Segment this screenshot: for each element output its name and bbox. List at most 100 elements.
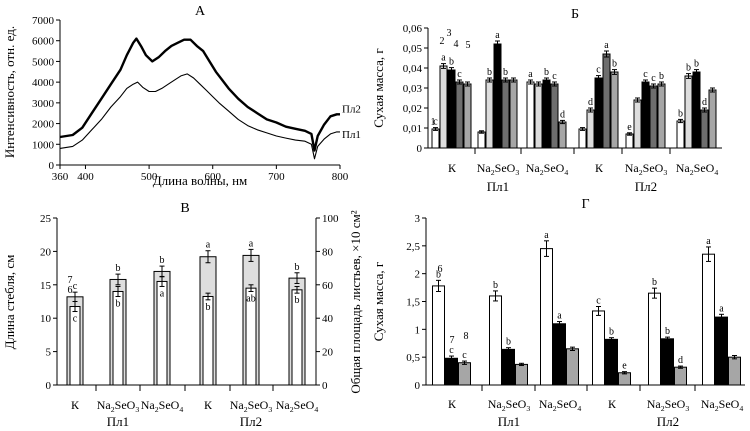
panel-g-y-tick-label: 0,5: [406, 352, 420, 364]
panel-b-bar: [485, 79, 494, 149]
panel-v-y-tick-right-label: 80: [322, 246, 334, 258]
panel-v-label: В: [180, 201, 189, 216]
panel-b-bar-letter: c: [651, 73, 656, 84]
panel-b-bar-letter: b: [449, 57, 454, 68]
panel-b-series-number-label: 1: [431, 117, 436, 128]
panel-b-bar: [526, 81, 535, 149]
panel-v-bar-letter: a: [249, 238, 254, 249]
panel-b-bar: [550, 83, 559, 149]
panel-v-group-label: Пл1: [107, 414, 129, 429]
panel-v-series-number-label: 6: [68, 285, 73, 296]
panel-a-x-tick-label: 360: [52, 171, 69, 183]
panel-g-bar-letter: b: [652, 277, 657, 288]
panel-b-bar-letter: a: [528, 69, 533, 80]
panel-v-y-tick-right-label: 40: [322, 313, 334, 325]
panel-g-bar-letter: b: [609, 327, 614, 338]
panel-g-bar-letter: b: [436, 269, 441, 280]
panel-a-y-tick-label: 2000: [32, 119, 55, 131]
panel-v-category-label: Na2SeO4: [276, 398, 319, 414]
panel-v-bar-leaf-letter: c: [73, 314, 78, 325]
panel-b-category-label: Na2SeO3: [477, 161, 520, 177]
panel-v-bar-leaf-letter: b: [206, 302, 211, 313]
panel-g-y-tick-label: 2,5: [406, 241, 420, 253]
panel-b-bar-letter: c: [596, 65, 601, 76]
panel-v-bar-letter: b: [295, 262, 300, 273]
panel-a-y-tick-label: 5000: [32, 56, 55, 68]
panel-v-y-tick-label: 20: [40, 246, 52, 258]
panel-b-series-number-label: 3: [447, 28, 452, 39]
panel-v-category-label: К: [204, 398, 213, 412]
panel-b-bar: [463, 83, 472, 149]
panel-b-y-tick-label: 0,02: [403, 103, 422, 115]
panel-g-y-tick-label: 2: [415, 269, 421, 281]
panel-v-y-tick-label: 25: [40, 213, 52, 225]
panel-a-y-tick-label: 6000: [32, 36, 55, 48]
panel-g-bar-letter: a: [706, 236, 711, 247]
panel-g-bar: [566, 348, 579, 386]
panel-b-bar-letter: b: [612, 59, 617, 70]
panel-b-bar: [431, 128, 440, 149]
panel-b-y-tick-label: 0: [417, 143, 423, 155]
panel-g-y-tick-label: 1: [415, 324, 421, 336]
panel-b-bar: [439, 65, 448, 149]
panel-g-bar: [592, 310, 605, 386]
panel-v-y-tick-right-label: 0: [322, 380, 328, 392]
panel-v-bar-leaf-letter: b: [295, 295, 300, 306]
panel-g-bar-letter: b: [493, 280, 498, 291]
panel-b-group-label: Пл2: [635, 179, 657, 194]
panel-g-series-number-label: 6: [438, 264, 443, 275]
panel-v-y-tick-label: 10: [40, 313, 52, 325]
panel-a-x-label: Длина волны, нм: [153, 173, 248, 188]
panel-b-category-label: К: [595, 161, 604, 175]
panel-v-y-tick-right-label: 20: [322, 347, 334, 359]
panel-g-bar: [489, 295, 502, 386]
panel-g-y-tick-label: 1,5: [406, 297, 420, 309]
panel-b-y-tick-label: 0,06: [403, 23, 423, 35]
panel-v-category-label: Na2SeO3: [230, 398, 273, 414]
panel-g-bar: [661, 338, 674, 386]
panel-v-bar-letter: b: [116, 263, 121, 274]
panel-b-bar-letter: a: [604, 40, 609, 51]
panel-g-bar-letter: b: [506, 337, 511, 348]
panel-g-bar: [515, 363, 528, 386]
panel-b-series-number-label: 5: [466, 40, 471, 51]
panel-b-category-label: К: [448, 161, 457, 175]
panel-b-bar-letter: b: [678, 108, 683, 119]
panel-v-bar-letter: a: [206, 240, 211, 251]
panel-g-y-label: Сухая масса, г: [371, 262, 386, 341]
panel-b-bar-letter: e: [627, 122, 632, 133]
panel-a-x-tick-label: 600: [204, 171, 221, 183]
panel-b-y-tick-label: 0,03: [403, 83, 423, 95]
panel-a-x-tick-label: 700: [268, 171, 285, 183]
panel-b-bar: [447, 69, 456, 149]
panel-a-x-tick-label: 400: [77, 171, 94, 183]
panel-b-y-tick-label: 0,01: [403, 123, 422, 135]
panel-a-series-line-2: [59, 73, 340, 160]
panel-a-series-line-1: [59, 37, 340, 152]
panel-b-bar: [649, 85, 658, 149]
panel-b-bar-letter: d: [560, 109, 565, 120]
panel-b-y-tick-label: 0,05: [403, 43, 423, 55]
panel-b-bar: [641, 81, 650, 149]
panel-g-series-number-label: 8: [464, 331, 469, 342]
panel-b-bar: [700, 109, 709, 149]
panel-g-bar-letter: a: [719, 303, 724, 314]
panel-g-bar-letter: c: [596, 296, 601, 307]
panel-b-bar: [708, 89, 717, 149]
panel-b-label: Б: [571, 7, 579, 22]
panel-g-category-label: Na2SeO4: [701, 397, 744, 413]
panel-a-y-tick-label: 1000: [32, 139, 55, 151]
panel-b-y-label: Сухая масса, г: [371, 48, 386, 127]
panel-b-series-number-label: 2: [440, 36, 445, 47]
panel-g-bar: [715, 316, 728, 386]
panel-b-bar-letter: a: [441, 53, 446, 64]
panel-b-bar: [692, 71, 701, 149]
panel-g-category-label: Na2SeO3: [647, 397, 690, 413]
panel-b-bar-letter: a: [495, 30, 500, 41]
panel-g-bar-letter: e: [622, 361, 627, 372]
panel-b-bar: [586, 109, 595, 149]
panel-g-bar-letter: c: [462, 350, 467, 361]
panel-b-bar-letter: b: [544, 67, 549, 78]
panel-b-bar: [477, 131, 486, 149]
panel-g-bar: [540, 248, 553, 386]
